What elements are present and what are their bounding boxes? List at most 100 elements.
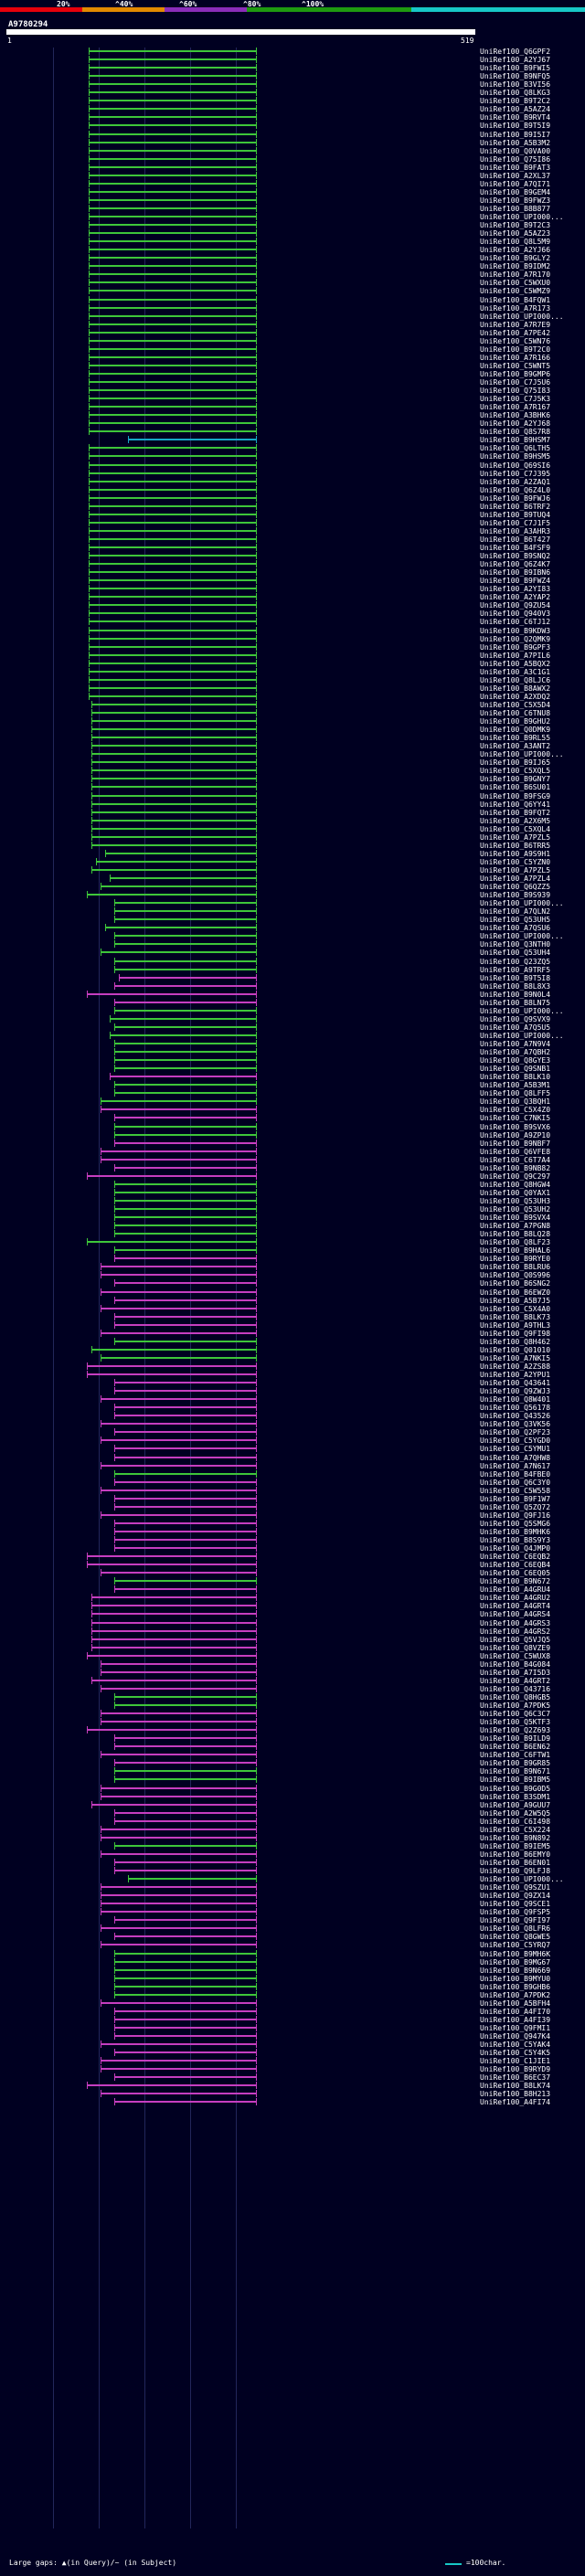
hit-row[interactable]: UniRef100_B9HSM5 xyxy=(0,452,585,461)
hit-label[interactable]: UniRef100_C5YGD0 xyxy=(480,1436,551,1446)
hit-row[interactable]: UniRef100_Q6Z4K7 xyxy=(0,560,585,568)
hit-label[interactable]: UniRef100_Q53UH4 xyxy=(480,949,551,958)
hit-label[interactable]: UniRef100_C7J5K3 xyxy=(480,395,551,404)
hit-label[interactable]: UniRef100_Q8HGB5 xyxy=(480,1692,551,1701)
hit-label[interactable]: UniRef100_Q3BQH1 xyxy=(480,1097,551,1107)
hit-label[interactable]: UniRef100_A7QHW8 xyxy=(480,1453,551,1462)
hit-row[interactable]: UniRef100_Q6QZZ5 xyxy=(0,883,585,891)
hit-row[interactable]: UniRef100_B6EMY0 xyxy=(0,1850,585,1859)
hit-row[interactable]: UniRef100_B9SVX6 xyxy=(0,1122,585,1131)
hit-label[interactable]: UniRef100_Q6C3Y0 xyxy=(480,1478,551,1487)
hit-row[interactable]: UniRef100_C5WNT5 xyxy=(0,361,585,370)
hit-label[interactable]: UniRef100_A3AHR3 xyxy=(480,526,551,535)
hit-row[interactable]: UniRef100_Q9FJ16 xyxy=(0,1511,585,1520)
hit-row[interactable]: UniRef100_UPI000... xyxy=(0,1875,585,1883)
hit-label[interactable]: UniRef100_B9SNQ2 xyxy=(480,552,551,561)
hit-row[interactable]: UniRef100_A3ANT2 xyxy=(0,742,585,750)
hit-label[interactable]: UniRef100_A9GUU7 xyxy=(480,1800,551,1809)
hit-row[interactable]: UniRef100_B4FBE0 xyxy=(0,1469,585,1479)
hit-label[interactable]: UniRef100_Q9FJ16 xyxy=(480,1511,551,1520)
hit-label[interactable]: UniRef100_Q9ZU54 xyxy=(480,601,551,610)
hit-label[interactable]: UniRef100_Q9FI98 xyxy=(480,1329,551,1338)
hit-label[interactable]: UniRef100_A3C1G1 xyxy=(480,667,551,676)
hit-label[interactable]: UniRef100_B4FSF9 xyxy=(480,544,551,552)
hit-row[interactable]: UniRef100_B8LQ28 xyxy=(0,1230,585,1238)
hit-label[interactable]: UniRef100_Q9SNB1 xyxy=(480,1065,551,1074)
hit-label[interactable]: UniRef100_A4GRT4 xyxy=(480,1602,551,1611)
hit-row[interactable]: UniRef100_Q69SI6 xyxy=(0,461,585,470)
hit-row[interactable]: UniRef100_Q4JMP0 xyxy=(0,1544,585,1553)
hit-row[interactable]: UniRef100_A3AHR3 xyxy=(0,526,585,535)
hit-row[interactable]: UniRef100_B9RYE0 xyxy=(0,1255,585,1263)
hit-row[interactable]: UniRef100_A5BFH4 xyxy=(0,1998,585,2008)
hit-label[interactable]: UniRef100_B6TRF2 xyxy=(480,502,551,511)
hit-label[interactable]: UniRef100_Q9SZU1 xyxy=(480,1883,551,1892)
hit-row[interactable]: UniRef100_UPI000... xyxy=(0,312,585,321)
hit-label[interactable]: UniRef100_B8LK74 xyxy=(480,2082,551,2091)
hit-row[interactable]: UniRef100_B9GMP6 xyxy=(0,369,585,378)
hit-label[interactable]: UniRef100_B9NB82 xyxy=(480,1163,551,1172)
hit-label[interactable]: UniRef100_B9T5I9 xyxy=(480,122,551,131)
hit-label[interactable]: UniRef100_Q8GYE3 xyxy=(480,1056,551,1065)
hit-label[interactable]: UniRef100_B8LQ28 xyxy=(480,1230,551,1239)
hit-row[interactable]: UniRef100_B9GPF3 xyxy=(0,642,585,652)
hit-label[interactable]: UniRef100_Q0DMK9 xyxy=(480,726,551,735)
hit-label[interactable]: UniRef100_A4FI70 xyxy=(480,2007,551,2016)
hit-label[interactable]: UniRef100_A2YJ67 xyxy=(480,56,551,65)
hit-row[interactable]: UniRef100_C5XQL5 xyxy=(0,767,585,775)
hit-label[interactable]: UniRef100_B3VI56 xyxy=(480,80,551,90)
hit-label[interactable]: UniRef100_Q6GPF2 xyxy=(480,48,551,56)
hit-label[interactable]: UniRef100_C5WUX8 xyxy=(480,1651,551,1660)
hit-label[interactable]: UniRef100_C5X4Z0 xyxy=(480,1106,551,1115)
hit-label[interactable]: UniRef100_B8B877 xyxy=(480,204,551,213)
hit-row[interactable]: UniRef100_Q8GWE5 xyxy=(0,1933,585,1941)
hit-row[interactable]: UniRef100_B9S939 xyxy=(0,891,585,899)
hit-row[interactable]: UniRef100_A7R170 xyxy=(0,270,585,279)
hit-row[interactable]: UniRef100_B6EN62 xyxy=(0,1743,585,1751)
hit-label[interactable]: UniRef100_A7R166 xyxy=(480,353,551,362)
hit-label[interactable]: UniRef100_A4GRS3 xyxy=(480,1618,551,1627)
hit-label[interactable]: UniRef100_B4FQW1 xyxy=(480,295,551,304)
hit-label[interactable]: UniRef100_B9IDM2 xyxy=(480,262,551,271)
hit-label[interactable]: UniRef100_B4G084 xyxy=(480,1659,551,1669)
hit-label[interactable]: UniRef100_B9FAT3 xyxy=(480,163,551,172)
hit-row[interactable]: UniRef100_Q2QMK9 xyxy=(0,634,585,643)
hit-label[interactable]: UniRef100_Q0YAX1 xyxy=(480,1188,551,1197)
hit-row[interactable]: UniRef100_Q2PF23 xyxy=(0,1428,585,1436)
hit-label[interactable]: UniRef100_C5WNT5 xyxy=(480,361,551,370)
hit-row[interactable]: UniRef100_A9S9H1 xyxy=(0,849,585,858)
hit-label[interactable]: UniRef100_A5BQX2 xyxy=(480,659,551,668)
hit-label[interactable]: UniRef100_A9ZP10 xyxy=(480,1130,551,1140)
hit-label[interactable]: UniRef100_A7PIL6 xyxy=(480,651,551,660)
hit-row[interactable]: UniRef100_B8S9Y3 xyxy=(0,1536,585,1544)
hit-label[interactable]: UniRef100_Q2Z693 xyxy=(480,1726,551,1735)
hit-label[interactable]: UniRef100_B9IJ65 xyxy=(480,758,551,768)
hit-row[interactable]: UniRef100_Q53UH5 xyxy=(0,916,585,924)
hit-label[interactable]: UniRef100_Q6QZZ5 xyxy=(480,883,551,892)
hit-label[interactable]: UniRef100_Q6VFE8 xyxy=(480,1147,551,1156)
hit-row[interactable]: UniRef100_B9RVT4 xyxy=(0,113,585,122)
hit-row[interactable]: UniRef100_B9G0D5 xyxy=(0,1784,585,1793)
hit-label[interactable]: UniRef100_B9NFQ5 xyxy=(480,72,551,81)
hit-row[interactable]: UniRef100_C7J5K3 xyxy=(0,395,585,403)
hit-row[interactable]: UniRef100_B9TUQ4 xyxy=(0,510,585,519)
hit-row[interactable]: UniRef100_B8AWX2 xyxy=(0,684,585,693)
hit-row[interactable]: UniRef100_C5X4A0 xyxy=(0,1304,585,1313)
hit-row[interactable]: UniRef100_B9GHB6 xyxy=(0,1982,585,1991)
hit-label[interactable]: UniRef100_B9NBF7 xyxy=(480,1139,551,1148)
hit-row[interactable]: UniRef100_C5Y4K5 xyxy=(0,2049,585,2057)
hit-label[interactable]: UniRef100_B9RL55 xyxy=(480,734,551,743)
hit-row[interactable]: UniRef100_B6SNG2 xyxy=(0,1279,585,1288)
hit-row[interactable]: UniRef100_Q0S996 xyxy=(0,1271,585,1279)
hit-row[interactable]: UniRef100_B9FWZ3 xyxy=(0,196,585,205)
hit-row[interactable]: UniRef100_Q9SVX9 xyxy=(0,1014,585,1023)
hit-row[interactable]: UniRef100_B6TRF2 xyxy=(0,502,585,511)
hit-label[interactable]: UniRef100_B4FBE0 xyxy=(480,1469,551,1479)
hit-label[interactable]: UniRef100_C5WXU0 xyxy=(480,279,551,288)
hit-label[interactable]: UniRef100_B8AWX2 xyxy=(480,684,551,693)
hit-label[interactable]: UniRef100_Q53UH2 xyxy=(480,1205,551,1214)
hit-row[interactable]: UniRef100_A7N617 xyxy=(0,1461,585,1470)
hit-row[interactable]: UniRef100_UPI000... xyxy=(0,1006,585,1015)
hit-row[interactable]: UniRef100_A9THL3 xyxy=(0,1320,585,1330)
hit-label[interactable]: UniRef100_Q9FI97 xyxy=(480,1916,551,1925)
